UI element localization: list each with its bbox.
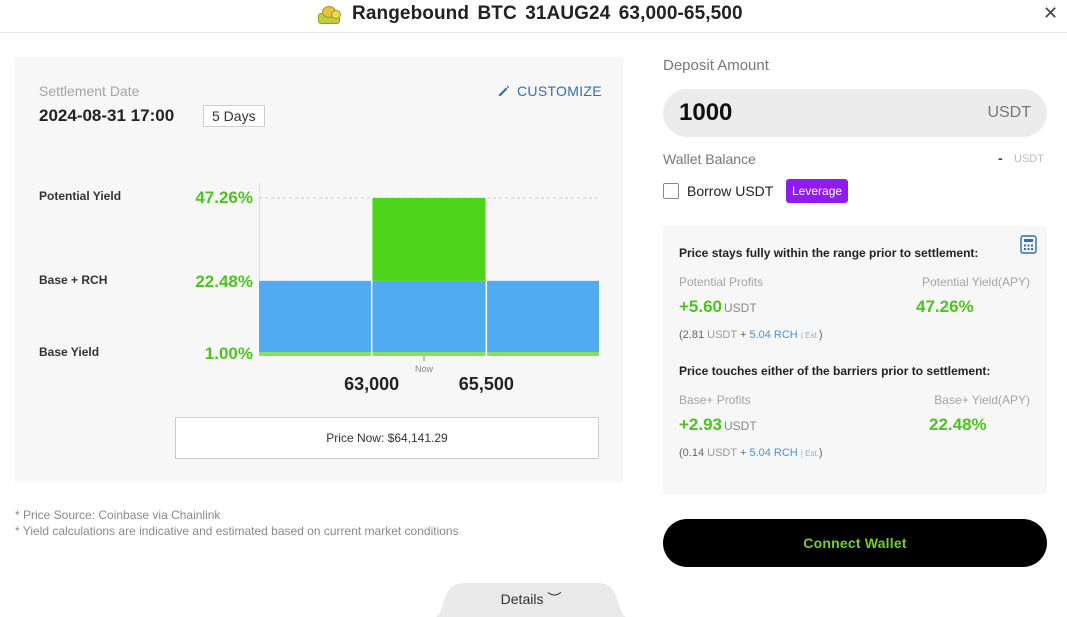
- wallet-balance-unit: USDT: [1014, 153, 1044, 165]
- breakdown-base-unit: USDT: [707, 329, 737, 341]
- details-tab-shape: [435, 583, 627, 617]
- wallet-balance-label: Wallet Balance: [663, 151, 756, 167]
- deposit-amount-label: Deposit Amount: [663, 57, 769, 74]
- potential-yield-apy-value: 47.26%: [916, 297, 974, 316]
- borrow-usdt-checkbox[interactable]: [663, 183, 679, 199]
- base-profits-unit: USDT: [724, 419, 757, 433]
- breakdown-base-unit: USDT: [707, 447, 737, 459]
- potential-profits-value: +5.60 USDT: [679, 297, 757, 317]
- modal-header: Rangebound BTC 31AUG24 63,000-65,500 ✕: [0, 0, 1067, 33]
- close-icon[interactable]: ✕: [1043, 3, 1059, 23]
- calculator-icon[interactable]: [1020, 235, 1037, 254]
- base-profits-breakdown: (0.14 USDT + 5.04 RCH | Est.): [679, 447, 823, 459]
- bar-base-yield: [259, 352, 599, 356]
- details-toggle[interactable]: Details ︶: [435, 583, 627, 617]
- deposit-unit: USDT: [987, 104, 1031, 121]
- details-label: Details ︶: [500, 591, 562, 607]
- title-bar: Rangebound BTC 31AUG24 63,000-65,500: [317, 2, 743, 26]
- row-value-potential-yield: 47.26%: [195, 188, 253, 207]
- settlement-date-value: 2024-08-31 17:00: [39, 106, 175, 125]
- profit-scenarios-card: Price stays fully within the range prior…: [663, 226, 1047, 494]
- settlement-date-label: Settlement Date: [39, 83, 140, 99]
- x-tick-label-upper: 65,500: [459, 374, 514, 394]
- scenario-touch-heading: Price touches either of the barriers pri…: [679, 364, 991, 378]
- row-label-potential-yield: Potential Yield: [39, 189, 122, 203]
- breakdown-close: ): [818, 447, 823, 459]
- customize-button[interactable]: CUSTOMIZE: [497, 83, 602, 99]
- connect-wallet-button[interactable]: Connect Wallet: [663, 519, 1047, 567]
- row-value-base-rch: 22.48%: [195, 272, 253, 291]
- borrow-usdt-label[interactable]: Borrow USDT: [687, 183, 774, 199]
- base-yield-apy-value: 22.48%: [929, 415, 987, 434]
- footnote-yield-calc: * Yield calculations are indicative and …: [15, 524, 459, 538]
- potential-profits-amount: +5.60: [679, 297, 723, 316]
- yield-range-chart: Now 63,000 65,500: [259, 182, 599, 394]
- footnote-price-source: * Price Source: Coinbase via Chainlink: [15, 508, 221, 522]
- potential-profits-label: Potential Profits: [679, 275, 764, 289]
- base-profits-label: Base+ Profits: [679, 393, 751, 407]
- price-now-box: Price Now: $64,141.29: [175, 417, 599, 459]
- potential-yield-apy-label: Potential Yield(APY): [921, 275, 1030, 289]
- leverage-badge: Leverage: [786, 179, 849, 203]
- pencil-icon: [499, 85, 510, 96]
- product-logo-icon: [317, 3, 343, 25]
- breakdown-est: | Est.: [800, 331, 819, 340]
- deposit-amount-value: 1000: [679, 99, 733, 126]
- breakdown-base-amount: (0.14: [679, 447, 705, 459]
- breakdown-base-amount: (2.81: [679, 329, 705, 341]
- bar-base-rch: [259, 280, 599, 356]
- bar-potential-yield: [371, 198, 487, 281]
- base-profits-value: +2.93 USDT: [679, 415, 757, 435]
- potential-profits-unit: USDT: [724, 301, 757, 315]
- scenario-in-range-heading: Price stays fully within the range prior…: [679, 246, 979, 260]
- x-tick-label-lower: 63,000: [344, 374, 399, 394]
- breakdown-close: ): [818, 329, 823, 341]
- customize-label: CUSTOMIZE: [517, 83, 602, 99]
- row-value-base-yield: 1.00%: [204, 344, 253, 363]
- row-label-base-rch: Base + RCH: [39, 273, 108, 287]
- breakdown-plus: +: [739, 447, 747, 459]
- row-label-base-yield: Base Yield: [39, 345, 100, 359]
- potential-profits-breakdown: (2.81 USDT + 5.04 RCH | Est.): [679, 329, 823, 341]
- deposit-amount-input[interactable]: 1000 USDT: [663, 89, 1047, 137]
- now-label: Now: [415, 364, 434, 374]
- yield-chart-panel: Settlement Date 2024-08-31 17:00 5 Days …: [15, 57, 623, 482]
- product-title: Rangebound BTC 31AUG24 63,000-65,500: [352, 3, 743, 24]
- base-yield-apy-label: Base+ Yield(APY): [934, 393, 1030, 407]
- breakdown-est: | Est.: [800, 449, 819, 458]
- breakdown-plus: +: [739, 329, 747, 341]
- days-badge: 5 Days: [203, 105, 265, 127]
- breakdown-rch: 5.04 RCH: [749, 447, 798, 459]
- breakdown-rch: 5.04 RCH: [749, 329, 798, 341]
- base-profits-amount: +2.93: [679, 415, 723, 434]
- wallet-balance-value: -: [998, 150, 1003, 166]
